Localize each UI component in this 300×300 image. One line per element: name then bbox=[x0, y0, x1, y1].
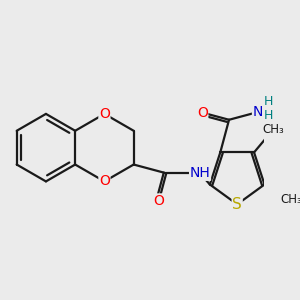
Text: CH₃: CH₃ bbox=[263, 123, 284, 136]
Text: O: O bbox=[99, 107, 110, 121]
Text: H: H bbox=[263, 95, 273, 108]
Text: O: O bbox=[197, 106, 208, 120]
Text: CH₃: CH₃ bbox=[280, 193, 300, 206]
Text: H: H bbox=[263, 109, 273, 122]
Text: O: O bbox=[153, 194, 164, 208]
Text: O: O bbox=[99, 174, 110, 188]
Text: S: S bbox=[232, 197, 242, 212]
Text: NH: NH bbox=[190, 166, 210, 180]
Text: N: N bbox=[253, 105, 263, 119]
